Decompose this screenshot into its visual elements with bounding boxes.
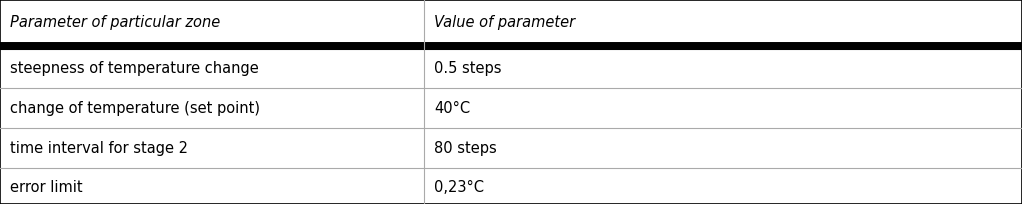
Text: steepness of temperature change: steepness of temperature change xyxy=(10,61,259,76)
Text: time interval for stage 2: time interval for stage 2 xyxy=(10,141,188,155)
Text: Parameter of particular zone: Parameter of particular zone xyxy=(10,15,221,30)
Text: 80 steps: 80 steps xyxy=(434,141,497,155)
Text: change of temperature (set point): change of temperature (set point) xyxy=(10,101,261,116)
Text: 0.5 steps: 0.5 steps xyxy=(434,61,502,76)
Text: error limit: error limit xyxy=(10,180,83,195)
Text: 40°C: 40°C xyxy=(434,101,470,116)
Text: 0,23°C: 0,23°C xyxy=(434,180,484,195)
Text: Value of parameter: Value of parameter xyxy=(434,15,575,30)
